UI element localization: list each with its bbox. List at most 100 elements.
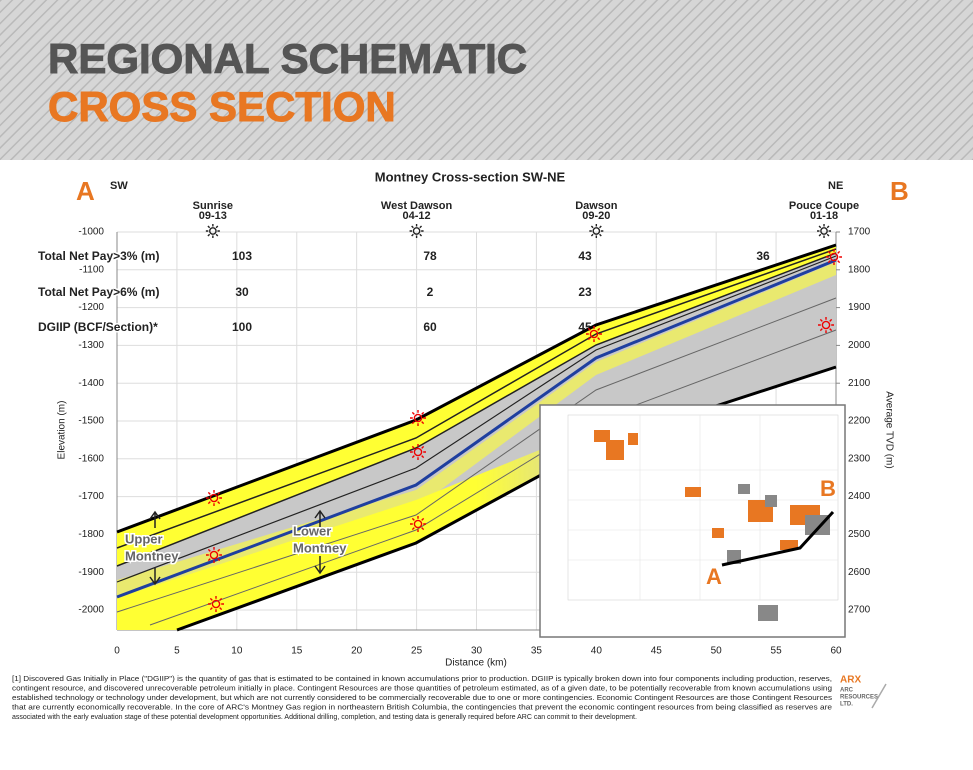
symbol <box>209 550 219 560</box>
x-tick-label: 20 <box>351 646 363 657</box>
logo: ARC <box>840 688 854 694</box>
x-tick-label: 10 <box>231 646 243 657</box>
x-tick-label: 30 <box>471 646 483 657</box>
inset-label: B <box>820 476 836 501</box>
inset-map: A B <box>539 404 846 638</box>
y-tick-label: -1300 <box>78 340 104 351</box>
symbol <box>586 326 602 342</box>
y-tick-label: -1600 <box>78 453 104 464</box>
x-axis-label: Distance (km) <box>445 658 507 669</box>
end-label: A <box>76 176 95 206</box>
symbol <box>820 227 828 235</box>
x-tick-label: 25 <box>411 646 423 657</box>
symbol <box>826 249 842 265</box>
y2-tick-label: 1800 <box>848 264 871 275</box>
direction: SW <box>110 180 128 192</box>
footnote-line: [1] Discovered Gas Initially in Place ("… <box>12 676 832 683</box>
symbol <box>821 320 831 330</box>
header-band <box>0 0 973 160</box>
annotations <box>149 509 326 586</box>
footnote-line: contingent resource, and discovered unre… <box>12 685 832 692</box>
x-tick-label: 15 <box>291 646 303 657</box>
y-tick-label: -1100 <box>79 264 104 275</box>
row-value: 36 <box>756 249 770 263</box>
y2-tick-label: 2300 <box>848 453 871 464</box>
well-name: Dawson <box>575 200 617 212</box>
x-tick-label: 60 <box>830 646 842 657</box>
row-value: 100 <box>232 320 252 334</box>
title: REGIONAL SCHEMATIC <box>48 35 527 82</box>
symbol <box>206 547 222 563</box>
logo: LTD. <box>840 702 853 708</box>
symbol <box>589 224 604 238</box>
y-tick-label: -1000 <box>78 227 104 238</box>
y2-tick-label: 2500 <box>848 529 871 540</box>
y-tick-label: -1800 <box>78 529 104 540</box>
symbol <box>413 413 423 423</box>
y-tick-label: -1900 <box>78 567 104 578</box>
y-tick-label: -1500 <box>78 416 104 427</box>
well-id: 09-20 <box>582 210 610 222</box>
symbol <box>410 516 426 532</box>
well-id: 04-12 <box>403 210 431 222</box>
x-tick-label: 0 <box>114 646 120 657</box>
y-tick-label: -2000 <box>78 605 104 616</box>
end-label: B <box>890 176 909 206</box>
symbol <box>413 447 423 457</box>
well-name: Sunrise <box>193 200 233 212</box>
symbol <box>413 519 423 529</box>
symbol <box>206 490 222 506</box>
y2-tick-label: 2200 <box>848 416 871 427</box>
symbol <box>412 227 421 235</box>
row-value: 30 <box>235 285 249 299</box>
row-value: 23 <box>578 285 592 299</box>
gas-shows <box>206 249 842 612</box>
y2-tick-label: 2100 <box>848 378 871 389</box>
y2-tick-label: 2400 <box>848 491 871 502</box>
symbol <box>817 224 832 238</box>
symbol <box>829 252 839 262</box>
x-tick-label: 35 <box>531 646 543 657</box>
title: CROSS SECTION <box>48 83 396 130</box>
well-name: Pouce Coupe <box>789 200 859 212</box>
symbol <box>410 444 426 460</box>
symbol <box>592 227 601 235</box>
section-title: Montney Cross-section SW-NE <box>375 169 566 184</box>
symbol <box>205 224 220 238</box>
row-value: 103 <box>232 249 252 263</box>
direction: NE <box>828 180 843 192</box>
logo: ARX <box>840 675 861 686</box>
well-id: 01-18 <box>810 210 838 222</box>
plot: 0 5 10 15 20 25 30 35 40 45 50 55 60 -1000 -1100 -1200 -… <box>37 200 871 657</box>
logo-slash <box>871 683 887 709</box>
well-id: 09-13 <box>199 210 227 222</box>
y-axis-label: Elevation (m) <box>57 401 68 460</box>
x-tick-label: 45 <box>651 646 663 657</box>
symbol <box>209 227 217 235</box>
annotation: Montney <box>125 548 179 563</box>
y2-tick-label: 2000 <box>848 340 871 351</box>
symbol <box>818 317 834 333</box>
footnote-line: associated with the early evaluation sta… <box>12 714 637 721</box>
annotation: Lower <box>293 523 331 538</box>
y-tick-label: -1700 <box>78 491 104 502</box>
well-name: West Dawson <box>381 200 453 212</box>
row-value: 60 <box>423 320 437 334</box>
x-tick-label: 50 <box>711 646 723 657</box>
x-tick-label: 55 <box>771 646 783 657</box>
y2-axis-label: Average TVD (m) <box>883 391 894 468</box>
row-value: 78 <box>423 249 437 263</box>
y-tick-label: -1200 <box>78 302 104 313</box>
symbol <box>211 599 221 609</box>
row-label: Total Net Pay>6% (m) <box>38 285 159 299</box>
inset-label: A <box>706 564 722 589</box>
symbol <box>208 596 224 612</box>
symbol <box>409 224 424 238</box>
y2-tick-label: 2700 <box>848 605 871 616</box>
symbol <box>589 329 599 339</box>
symbol <box>209 493 219 503</box>
symbol <box>410 410 426 426</box>
annotation: Montney <box>293 540 347 555</box>
footnote: [1] Discovered Gas Initially in Place ("… <box>12 676 833 721</box>
